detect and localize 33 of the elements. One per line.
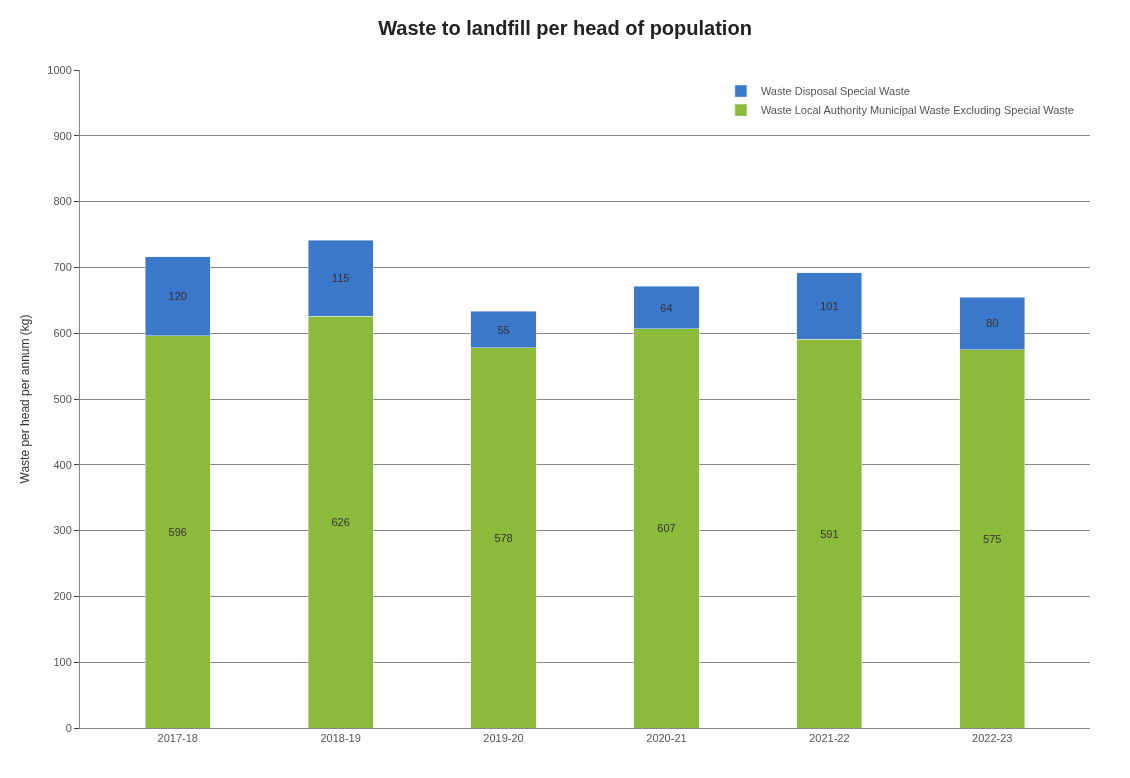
y-tick-label: 600: [53, 327, 72, 340]
y-tick-label: 300: [53, 524, 72, 537]
y-tick-label: 800: [53, 195, 72, 208]
y-tick-label: 100: [53, 656, 72, 669]
data-label: 101: [820, 299, 839, 312]
data-label: 591: [820, 527, 839, 540]
data-label: 120: [168, 290, 187, 303]
y-tick-label: 0: [65, 721, 72, 734]
data-label: 575: [983, 532, 1002, 545]
chart-title: Waste to landfill per head of population: [378, 17, 752, 39]
legend-label: Waste Local Authority Municipal Waste Excluding Special Waste: [760, 104, 1074, 117]
legend-label: Waste Disposal Special Waste: [760, 85, 910, 98]
data-label: 578: [494, 531, 513, 544]
data-label: 626: [331, 516, 350, 529]
y-tick-label: 700: [53, 261, 72, 274]
x-tick-label: 2022-23: [972, 732, 1013, 745]
x-tick-label: 2017-18: [157, 732, 198, 745]
x-tick-label: 2018-19: [320, 732, 361, 745]
data-label: 607: [657, 522, 676, 535]
y-tick-label: 900: [53, 129, 72, 142]
x-tick-label: 2020-21: [646, 732, 687, 745]
y-axis-title: Waste per head per annum (kg): [17, 314, 32, 484]
data-label: 64: [660, 301, 673, 314]
x-tick-label: 2021-22: [809, 732, 850, 745]
data-label: 55: [497, 323, 510, 336]
y-tick-label: 1000: [47, 63, 72, 76]
y-tick-label: 400: [53, 458, 72, 471]
data-label: 596: [168, 525, 187, 538]
data-label: 80: [986, 317, 999, 330]
data-label: 115: [331, 272, 350, 285]
y-tick-label: 500: [53, 392, 72, 405]
x-tick-label: 2019-20: [483, 732, 524, 745]
y-tick-label: 200: [53, 590, 72, 603]
